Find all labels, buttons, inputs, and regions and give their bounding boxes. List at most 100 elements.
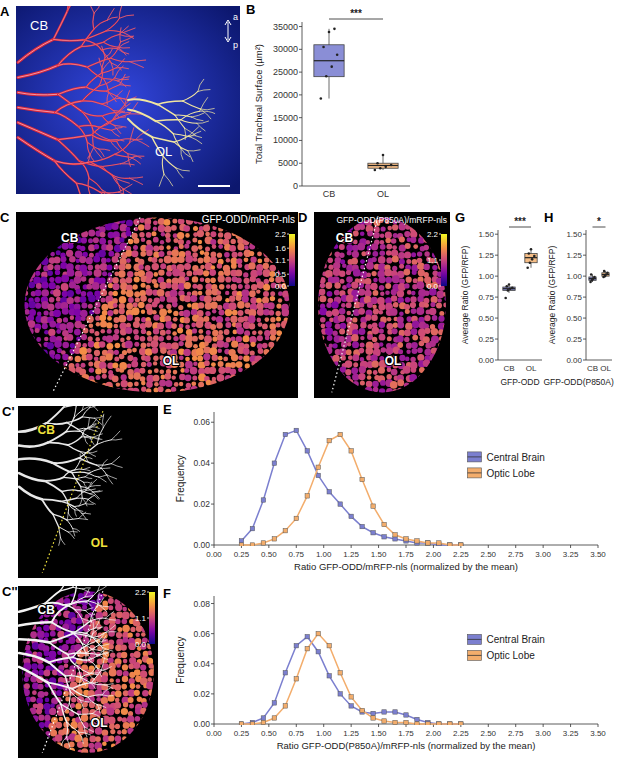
nucleus	[140, 251, 146, 257]
nucleus	[264, 257, 269, 262]
nucleus	[339, 271, 345, 277]
nucleus	[148, 298, 153, 303]
nucleus	[190, 386, 197, 393]
trachea-highlight	[92, 120, 113, 135]
nucleus	[147, 336, 153, 342]
nucleus	[270, 323, 277, 330]
nucleus	[198, 393, 204, 398]
trachea-highlight	[131, 158, 140, 164]
nucleus	[192, 252, 198, 258]
nucleus	[327, 257, 333, 263]
nucleus	[380, 240, 385, 245]
nucleus	[346, 283, 351, 288]
nucleus	[269, 226, 274, 231]
nucleus	[284, 296, 289, 301]
nucleus	[40, 355, 46, 361]
nucleus	[238, 367, 243, 372]
nucleus	[361, 251, 366, 256]
nucleus	[203, 270, 209, 276]
nucleus	[373, 308, 379, 314]
nucleus	[277, 395, 282, 399]
trachea-branch	[110, 58, 129, 62]
trachea-branch	[124, 91, 129, 106]
nucleus	[263, 245, 269, 251]
nucleus	[82, 227, 86, 231]
nucleus	[192, 284, 197, 289]
nucleus	[230, 316, 237, 323]
nucleus	[141, 343, 147, 349]
nucleus	[405, 243, 411, 249]
nucleus	[28, 257, 35, 264]
nucleus	[126, 212, 133, 218]
trachea-branch	[102, 164, 120, 167]
trachea-branch	[176, 168, 183, 178]
trachea-highlight	[119, 6, 123, 18]
nucleus	[184, 282, 191, 289]
nucleus	[198, 382, 204, 388]
nucleus	[47, 270, 53, 276]
nucleus	[379, 276, 386, 283]
nucleus	[250, 257, 256, 263]
trachea-branch	[18, 123, 58, 140]
orientation-label: p	[233, 40, 238, 50]
nucleus	[44, 310, 49, 315]
nucleus	[161, 232, 165, 236]
nucleus	[398, 252, 405, 259]
nucleus	[81, 303, 87, 309]
nucleus	[231, 239, 236, 244]
nucleus	[27, 328, 33, 334]
nucleus	[270, 291, 275, 296]
nucleus	[81, 374, 89, 382]
nucleus	[154, 382, 159, 387]
nucleus	[385, 283, 391, 289]
nucleus	[193, 226, 198, 231]
nucleus	[184, 244, 189, 249]
nucleus	[265, 238, 270, 243]
trachea-branch	[76, 183, 99, 192]
nucleus	[96, 375, 101, 380]
trachea-branch	[99, 149, 104, 156]
nucleus	[81, 387, 89, 395]
nucleus	[205, 395, 211, 398]
nucleus	[35, 257, 40, 262]
trachea-branch	[198, 79, 204, 91]
trachea-branch	[87, 142, 90, 154]
nucleus	[107, 316, 112, 321]
nucleus	[407, 290, 412, 295]
nucleus	[57, 244, 62, 249]
trachea-branch	[99, 58, 103, 70]
nucleus	[239, 396, 244, 398]
nucleus	[437, 290, 445, 298]
nucleus	[372, 305, 376, 309]
trachea-highlight	[124, 91, 129, 106]
trachea-highlight	[99, 78, 115, 86]
trachea-highlight	[94, 6, 101, 13]
trachea-branch	[78, 127, 87, 143]
nucleus	[49, 321, 56, 328]
trachea-branch	[118, 81, 126, 87]
nucleus	[50, 252, 55, 257]
trachea-highlight	[78, 125, 98, 127]
nucleus	[314, 244, 321, 252]
trachea-highlight	[92, 135, 117, 141]
nucleus	[35, 237, 42, 244]
image-title: GFP-ODD/mRFP-nls	[202, 214, 295, 225]
nucleus	[193, 362, 197, 366]
image-background	[16, 212, 298, 398]
nucleus	[133, 219, 139, 225]
trachea-branch	[112, 175, 123, 189]
nucleus	[146, 342, 151, 347]
nucleus	[177, 328, 183, 334]
nucleus	[139, 392, 146, 398]
nucleus	[126, 336, 130, 340]
trachea-branch	[175, 115, 185, 128]
nucleus	[183, 225, 190, 232]
nucleus	[16, 360, 22, 366]
nucleus	[93, 237, 99, 243]
nucleus	[204, 360, 210, 366]
nucleus	[16, 334, 22, 342]
nucleus	[217, 334, 224, 341]
nucleus	[326, 223, 332, 229]
nucleus	[185, 325, 190, 330]
nucleus	[314, 237, 322, 245]
